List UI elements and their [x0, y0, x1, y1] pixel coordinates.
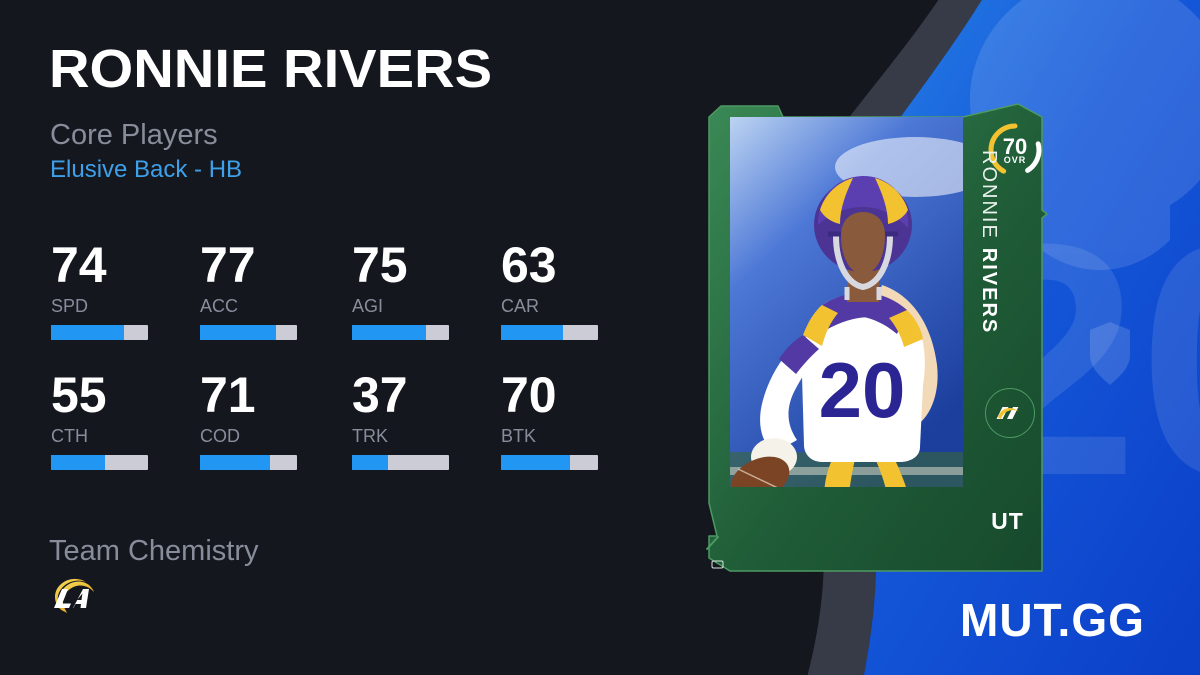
- svg-text:20: 20: [819, 346, 906, 434]
